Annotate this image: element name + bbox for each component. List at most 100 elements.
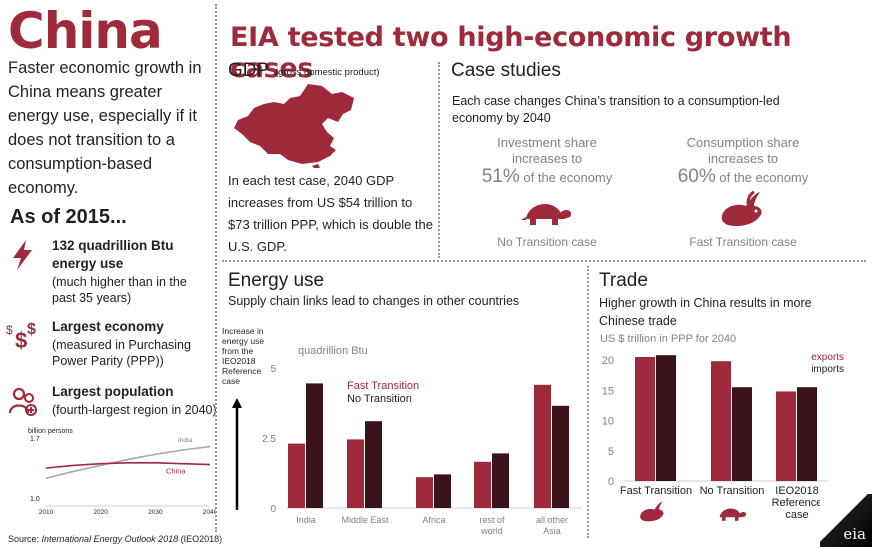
trade-y-tick: 15 bbox=[602, 385, 614, 397]
pop-label-china: China bbox=[166, 467, 186, 476]
energy-subtitle: Supply chain links lead to changes in ot… bbox=[228, 294, 520, 308]
stat-title: Largest population bbox=[52, 384, 174, 399]
stat-energy-use: 132 quadrillion Btu energy use (much hig… bbox=[8, 237, 218, 307]
energy-legend-no: No Transition bbox=[347, 393, 412, 405]
pop-y-tick: 1.0 bbox=[30, 496, 40, 503]
trade-x-tick: No Transition bbox=[700, 485, 765, 497]
source-note: Source: International Energy Outlook 201… bbox=[8, 534, 222, 544]
pop-line-china bbox=[45, 462, 211, 469]
dollar-icon: $ $ $ bbox=[6, 321, 36, 352]
arrow-up-icon bbox=[232, 398, 242, 510]
people-icon bbox=[8, 387, 37, 416]
energy-bar-fast bbox=[288, 443, 305, 508]
trade-title: Trade bbox=[599, 270, 648, 291]
energy-x-tick: Middle East bbox=[341, 515, 389, 525]
energy-annotation: Increase in energy use from the IEO2018 … bbox=[222, 326, 265, 386]
case-studies-subtitle: Each case changes China’s transition to … bbox=[452, 94, 780, 125]
pop-y-tick: 1.7 bbox=[30, 436, 40, 443]
intro-text: Faster economic growth in China means gr… bbox=[8, 59, 202, 197]
gdp-title: GDP bbox=[228, 60, 270, 81]
case-studies-title: Case studies bbox=[451, 60, 561, 81]
energy-legend-fast: Fast Transition bbox=[347, 380, 419, 392]
pop-x-tick: 2030 bbox=[148, 509, 163, 516]
rabbit-icon bbox=[640, 501, 664, 522]
pop-x-tick: 2020 bbox=[93, 509, 108, 516]
trade-y-tick: 20 bbox=[602, 355, 614, 367]
gdp-subtitle: (gross domestic product) bbox=[275, 67, 380, 78]
energy-bar-no bbox=[552, 405, 569, 508]
energy-y-axis-label: quadrillion Btu bbox=[298, 345, 368, 357]
energy-x-tick: rest of world bbox=[479, 515, 505, 536]
energy-x-tick: Africa bbox=[422, 515, 445, 525]
stat-subtitle: (measured in Purchasing Power Parity (PP… bbox=[52, 338, 191, 368]
divider-bottom bbox=[587, 266, 589, 538]
divider-main bbox=[215, 4, 217, 532]
case-percent: 51% bbox=[481, 166, 520, 187]
divider-middle bbox=[222, 260, 866, 262]
svg-text:$: $ bbox=[6, 323, 13, 337]
pop-x-tick: 2010 bbox=[39, 509, 54, 516]
energy-title: Energy use bbox=[228, 270, 325, 291]
divider-top bbox=[438, 62, 440, 258]
energy-x-tick: India bbox=[296, 515, 316, 525]
pop-line-india bbox=[45, 445, 211, 480]
as-of-heading: As of 2015... bbox=[10, 206, 127, 228]
case-name: Fast Transition case bbox=[689, 235, 797, 249]
svg-text:$: $ bbox=[15, 328, 27, 352]
turtle-icon bbox=[521, 203, 572, 225]
pop-x-tick: 2040 bbox=[203, 509, 216, 516]
energy-bar-no bbox=[434, 474, 451, 508]
energy-y-tick: 5 bbox=[270, 364, 276, 375]
pop-y-axis-label: billion persons bbox=[28, 428, 73, 435]
stat-subtitle: (fourth-largest region in 2040) bbox=[52, 403, 217, 417]
energy-bar-fast bbox=[347, 439, 364, 508]
lightning-icon bbox=[13, 240, 32, 270]
china-map-icon bbox=[234, 84, 354, 168]
stat-economy: $ $ $ Largest economy (measured in Purch… bbox=[6, 318, 218, 370]
case-tail: of the economy bbox=[719, 170, 809, 185]
stat-title: 132 quadrillion Btu energy use bbox=[52, 238, 174, 271]
energy-bar-chart: quadrillion Btu 5 2.5 0 India Middle East Af… bbox=[262, 345, 582, 536]
source-suffix: (IEO2018) bbox=[178, 534, 223, 544]
trade-y-tick: 5 bbox=[608, 446, 614, 458]
energy-y-tick: 2.5 bbox=[262, 434, 276, 445]
case-name: No Transition case bbox=[497, 235, 597, 249]
stat-subtitle: (much higher than in the past 35 years) bbox=[52, 275, 187, 305]
trade-bar-imports bbox=[732, 387, 752, 481]
case-no-transition: Investment share increases to 51% of the… bbox=[462, 135, 632, 186]
trade-x-tick: IEO2018 Reference case bbox=[772, 485, 823, 521]
energy-bar-no bbox=[492, 453, 509, 508]
trade-bar-imports bbox=[656, 355, 676, 481]
trade-bar-exports bbox=[711, 361, 731, 481]
energy-x-tick: all other Asia bbox=[536, 515, 568, 536]
energy-bar-no bbox=[306, 383, 323, 508]
case-percent: 60% bbox=[677, 166, 716, 187]
energy-bar-fast bbox=[416, 477, 433, 508]
svg-text:$: $ bbox=[27, 321, 36, 338]
case-tail: of the economy bbox=[523, 170, 613, 185]
turtle-icon bbox=[719, 508, 747, 521]
trade-bar-exports bbox=[776, 391, 796, 481]
trade-y-axis-label: US $ trillion in PPP for 2040 bbox=[600, 333, 736, 345]
energy-bar-no bbox=[365, 421, 382, 508]
trade-legend-imports: imports bbox=[811, 364, 844, 375]
energy-y-tick: 0 bbox=[270, 504, 276, 515]
main-title: EIA tested two high-economic growth case… bbox=[230, 22, 792, 84]
trade-legend-exports: exports bbox=[811, 352, 844, 363]
trade-y-tick: 10 bbox=[602, 416, 614, 428]
rabbit-icon bbox=[721, 190, 762, 226]
trade-bar-imports bbox=[797, 387, 817, 481]
energy-bar-fast bbox=[534, 384, 551, 508]
trade-x-tick: Fast Transition bbox=[620, 485, 692, 497]
stat-population: Largest population (fourth-largest regio… bbox=[8, 383, 220, 423]
trade-bar-exports bbox=[635, 356, 655, 481]
case-fast-transition: Consumption share increases to 60% of th… bbox=[658, 135, 828, 186]
population-line-chart: billion persons 1.71.0 2010 2020 2030 2040 … bbox=[28, 428, 216, 516]
case-head-text: Investment share increases to bbox=[497, 135, 597, 166]
case-head-text: Consumption share increases to bbox=[686, 135, 800, 166]
source-prefix: Source: bbox=[8, 534, 42, 544]
stat-title: Largest economy bbox=[52, 319, 164, 334]
trade-y-tick: 0 bbox=[608, 476, 614, 488]
eia-logo-text: eia bbox=[843, 525, 866, 543]
pop-label-india: India bbox=[178, 437, 192, 444]
